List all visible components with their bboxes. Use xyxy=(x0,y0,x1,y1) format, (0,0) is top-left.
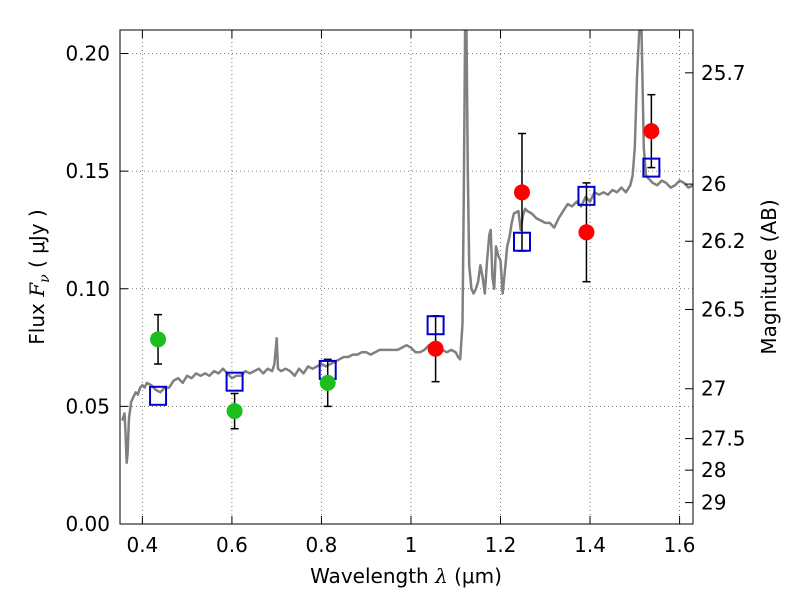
model-photometry-square xyxy=(426,315,445,336)
mag-tick-label: 26 xyxy=(701,172,726,196)
x-tick-label: 0.6 xyxy=(216,533,248,557)
y-tick-label: 0.10 xyxy=(65,277,110,301)
y-tick-label: 0.15 xyxy=(65,159,110,183)
mag-tick-label: 27 xyxy=(701,377,726,401)
mag-tick-label: 26.2 xyxy=(701,229,746,253)
ticks: 0.4 0.6 0.8 1 1.2 1.4 1.6 0.00 0.05 0.10 0.15 0.20 2… xyxy=(65,30,746,557)
data-layer xyxy=(121,30,693,465)
red-data-point xyxy=(427,340,444,357)
y-tick-label: 0.05 xyxy=(65,394,110,418)
mag-tick-label: 25.7 xyxy=(701,61,746,85)
red-data-point xyxy=(513,184,530,201)
model-photometry-square xyxy=(225,371,244,392)
plot-background xyxy=(120,30,693,524)
x-tick-label: 1.4 xyxy=(574,533,606,557)
mag-tick-label: 28 xyxy=(701,458,726,482)
y2-axis-label: Magnitude (AB) xyxy=(757,199,781,354)
x-tick-label: 1.6 xyxy=(664,533,696,557)
mag-tick-label: 26.5 xyxy=(701,297,746,321)
y-axis-label: Flux Fν ( μJy ) xyxy=(25,209,53,344)
y-tick-label: 0.00 xyxy=(65,512,110,536)
model-photometry-square xyxy=(149,385,168,406)
y-tick-label: 0.20 xyxy=(65,42,110,66)
x-tick-label: 0.4 xyxy=(126,533,158,557)
x-tick-label: 0.8 xyxy=(306,533,338,557)
mag-tick-label: 29 xyxy=(701,491,726,515)
mag-tick-label: 27.5 xyxy=(701,427,746,451)
x-axis-label: Wavelength λ (μm) xyxy=(310,564,502,588)
plot-frame xyxy=(119,29,694,525)
x-tick-label: 1 xyxy=(405,533,418,557)
red-data-point xyxy=(578,224,595,241)
model-photometry-square xyxy=(577,185,596,206)
red-data-point xyxy=(643,123,660,140)
x-tick-label: 1.2 xyxy=(485,533,517,557)
model-photometry-square xyxy=(642,157,661,178)
green-data-point xyxy=(150,331,167,348)
green-data-point xyxy=(319,374,336,391)
model-photometry-square xyxy=(512,231,531,252)
green-data-point xyxy=(226,403,243,420)
